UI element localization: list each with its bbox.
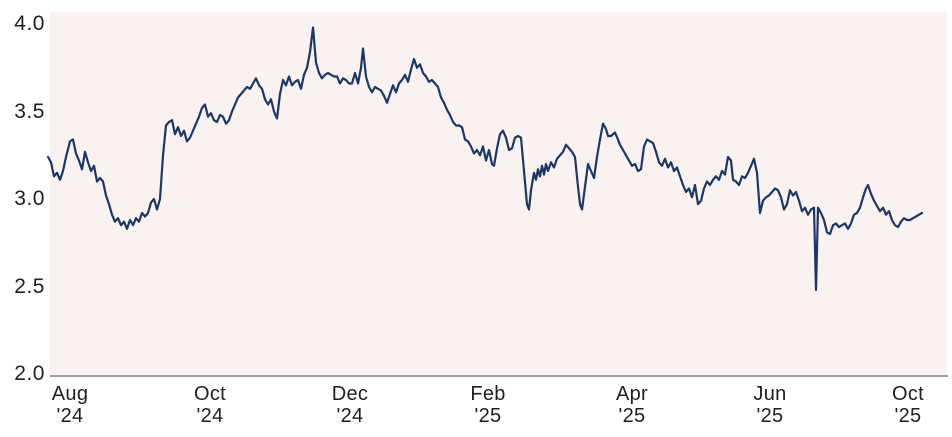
x-tick-year: '24 — [336, 405, 364, 427]
x-tick-label: Aug '24 — [25, 383, 115, 427]
y-tick-label: 3.5 — [14, 99, 45, 123]
x-tick-label: Oct '24 — [165, 383, 255, 427]
x-tick-year: '25 — [894, 405, 922, 427]
x-tick-month: Feb — [470, 383, 506, 405]
y-tick-label: 2.5 — [14, 274, 45, 298]
x-tick-month: Apr — [615, 383, 649, 405]
x-tick-year: '25 — [474, 405, 502, 427]
x-tick-label: Dec '24 — [305, 383, 395, 427]
x-tick-label: Feb '25 — [443, 383, 533, 427]
x-tick-year: '24 — [196, 405, 224, 427]
x-tick-year: '25 — [618, 405, 646, 427]
x-tick-label: Apr '25 — [587, 383, 677, 427]
data-line — [46, 26, 924, 292]
y-tick-label: 2.0 — [14, 362, 45, 385]
x-tick-year: '24 — [56, 405, 84, 427]
x-tick-month: Oct — [891, 383, 924, 405]
x-tick-month: Dec — [331, 383, 369, 405]
x-tick-label: Oct '25 — [863, 383, 952, 427]
x-tick-year: '25 — [756, 405, 784, 427]
x-tick-month: Oct — [193, 383, 226, 405]
y-tick-label: 4.0 — [14, 12, 45, 35]
x-axis-line — [50, 375, 948, 377]
x-tick-label: Jun '25 — [725, 383, 815, 427]
x-tick-month: Aug — [51, 383, 89, 405]
y-tick-label: 3.0 — [14, 187, 45, 210]
x-tick-month: Jun — [753, 383, 787, 405]
